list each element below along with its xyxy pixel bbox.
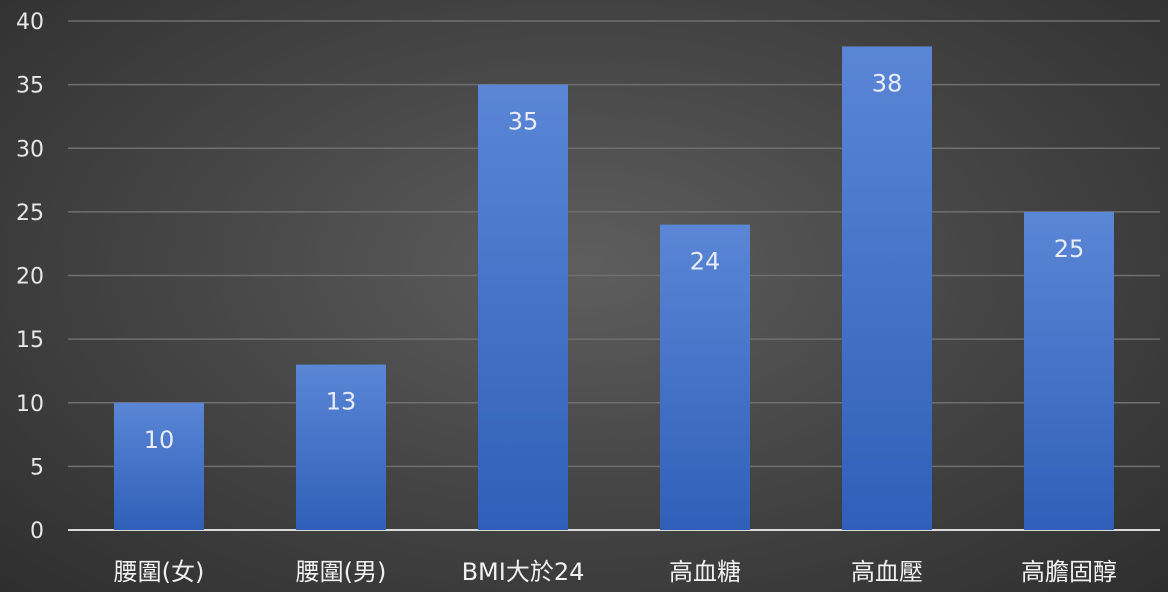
bar-value-label: 10 [144, 426, 175, 454]
y-tick-label: 15 [16, 328, 44, 353]
y-tick-label: 35 [16, 74, 44, 99]
bar [478, 84, 568, 530]
bar [114, 402, 204, 530]
bar-value-label: 13 [326, 388, 357, 416]
x-tick-label: 高膽固醇 [1021, 558, 1117, 586]
x-tick-label: 高血糖 [669, 558, 741, 586]
x-tick-label: BMI大於24 [462, 558, 585, 586]
y-tick-label: 10 [16, 392, 44, 417]
bar [1024, 211, 1114, 530]
gridlines [68, 20, 1160, 531]
bars [114, 46, 1114, 530]
bar [660, 224, 750, 530]
y-tick-label: 20 [16, 265, 44, 290]
bar [296, 364, 386, 530]
y-tick-label: 0 [30, 519, 44, 544]
x-tick-label: 高血壓 [851, 558, 923, 586]
bar-value-label: 35 [508, 108, 539, 136]
y-tick-label: 30 [16, 137, 44, 162]
y-tick-label: 25 [16, 201, 44, 226]
y-axis: 0 5 10 15 20 25 30 35 40 [16, 10, 44, 544]
x-axis: 腰圍(女) 腰圍(男) BMI大於24 高血糖 高血壓 高膽固醇 [114, 558, 1117, 586]
x-tick-label: 腰圍(女) [114, 558, 205, 586]
x-tick-label: 腰圍(男) [296, 558, 387, 586]
bar [842, 46, 932, 530]
bar-value-label: 25 [1054, 235, 1085, 263]
bar-value-label: 24 [690, 248, 721, 276]
y-tick-label: 5 [30, 455, 44, 480]
data-labels: 10 13 35 24 38 25 [144, 69, 1085, 453]
y-tick-label: 40 [16, 10, 44, 35]
bar-value-label: 38 [872, 69, 903, 97]
